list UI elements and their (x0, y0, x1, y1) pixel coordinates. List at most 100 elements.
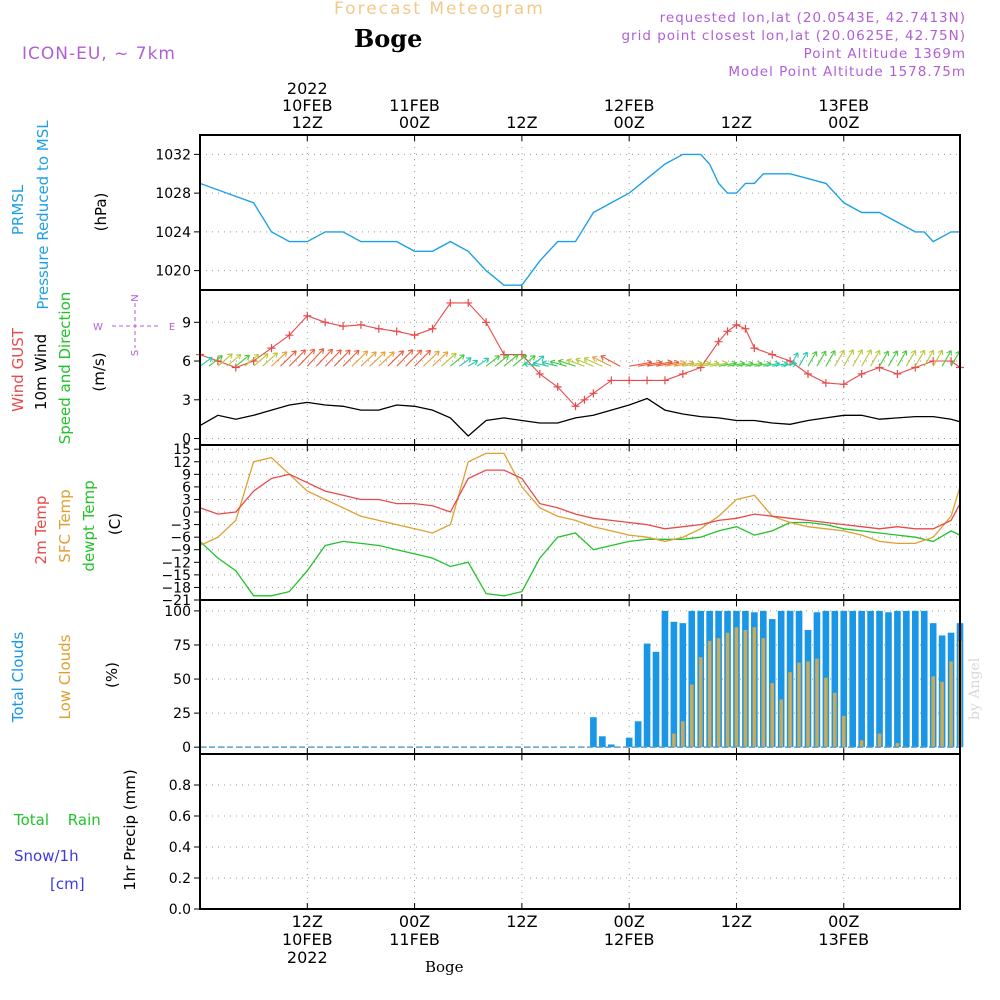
wind-arrow (441, 352, 457, 367)
gust-marker (428, 324, 437, 333)
wind-arrow (226, 354, 242, 367)
gust-marker (839, 380, 848, 389)
bottom-time-label: 00Z (399, 912, 430, 931)
wind-arrow-head (362, 350, 369, 357)
gust-marker (500, 350, 508, 359)
sfc-temp-label: SFC Temp (56, 489, 74, 562)
y-tick-label: 15 (173, 442, 191, 458)
wind-arrow (541, 361, 558, 367)
wind-arrow (494, 354, 510, 367)
total-cloud-bar (911, 610, 919, 748)
wind-arrow-head (300, 349, 307, 355)
wind-arrow (262, 352, 278, 367)
wind-arrow (825, 350, 836, 367)
wind-arrow (870, 350, 881, 367)
wind-arrow-head (494, 355, 500, 361)
wind-arrow-head (566, 358, 573, 365)
low-cloud-bar (743, 629, 748, 748)
wind-arrow-head (442, 351, 449, 357)
y-tick-label: 75 (173, 638, 191, 654)
top-time-label: 2022 (287, 79, 328, 98)
wind-arrows (199, 348, 961, 368)
top-time-label: 00Z (828, 113, 859, 132)
wind-arrow (781, 362, 797, 367)
wind-arrow (414, 349, 431, 367)
grid-point-coords: grid point closest lon,lat (20.0625E, 42… (621, 28, 966, 44)
snow-cm-label: [cm] (50, 875, 85, 893)
wind-arrow-head (848, 349, 855, 355)
wind-arrow-head (309, 348, 316, 355)
model-altitude: Model Point Altitude 1578.75m (728, 64, 966, 80)
y-tick-label: 9 (182, 315, 191, 331)
wind-arrow-head (371, 351, 377, 357)
gust-marker (804, 369, 812, 378)
panel-frame (199, 753, 961, 910)
wind-arrow (914, 349, 926, 367)
requested-coords: requested lon,lat (20.0543E, 42.7413N) (659, 10, 966, 26)
wind-arrow-head (416, 349, 423, 356)
wind-arrow (646, 361, 673, 367)
total-cloud-bar (903, 610, 910, 748)
wind-arrow-head (227, 353, 233, 359)
speed-direction-label: Speed and Direction (56, 292, 74, 445)
wind-arrow-head (353, 349, 360, 356)
wind-arrow-head (538, 355, 545, 361)
gust-marker (911, 363, 920, 372)
wind-arrow (503, 354, 519, 367)
y-tick-label: 3 (182, 393, 191, 409)
total-cloud-bar (607, 744, 615, 748)
y-tick-label: 0 (182, 740, 191, 756)
top-time-label: 11FEB (389, 96, 440, 115)
wind-arrow-head (541, 360, 548, 367)
wind-arrow (923, 349, 934, 367)
wind-arrow-head (512, 354, 519, 360)
gust-marker (857, 369, 866, 378)
y-tick-label: 3 (182, 492, 191, 508)
panel-0: 1020 1024 1028 1032 (155, 134, 961, 291)
low-cloud-bar (672, 733, 676, 748)
temp-unit: (C) (106, 513, 124, 535)
low-cloud-bar (752, 627, 757, 748)
wind-arrow (521, 355, 536, 367)
wind-arrow (550, 360, 567, 367)
wind-arrow (887, 350, 898, 367)
wind-arrow-head (345, 349, 351, 356)
top-time-label: 00Z (399, 113, 430, 132)
gust-marker (482, 318, 491, 327)
wind-arrow-head (523, 361, 529, 368)
gust-marker (678, 369, 687, 378)
wind-arrow (583, 357, 603, 367)
y-tick-label: 1032 (155, 147, 191, 163)
wind-arrow (718, 362, 737, 367)
low-cloud-bar (824, 677, 828, 748)
bottom-time-label: 10FEB (282, 930, 333, 949)
wind-arrow-head (451, 352, 457, 359)
sfc-temp-line (199, 452, 961, 547)
low-cloud-bar (949, 661, 953, 748)
low-cloud-bar (770, 683, 775, 748)
wind-arrow-head (318, 348, 325, 354)
y-tick-label: −12 (161, 555, 191, 571)
low-clouds-label: Low Clouds (56, 634, 74, 719)
wind-arrow (432, 351, 449, 367)
wind-arrow (532, 362, 549, 367)
wind-arrow (467, 360, 478, 367)
wind-arrow (523, 362, 540, 367)
y-tick-label: 0.2 (169, 871, 191, 887)
gust-marker (410, 331, 419, 340)
precip-unit: 1hr Precip (mm) (121, 769, 139, 890)
wind-arrow (485, 355, 500, 367)
low-cloud-bar (698, 657, 703, 748)
low-cloud-bar (788, 672, 792, 748)
wind-arrow (879, 350, 889, 367)
bottom-time-label: 12Z (506, 912, 537, 931)
pressure-unit: (hPa) (92, 193, 110, 232)
y-tick-label: 0.6 (169, 809, 191, 825)
wind-arrow-head (910, 349, 917, 356)
wind-arrow-head (425, 349, 432, 356)
bottom-time-label: 12Z (292, 912, 323, 931)
wind-arrow (798, 351, 808, 367)
gust-marker (893, 369, 902, 378)
low-cloud-bar (779, 699, 783, 748)
